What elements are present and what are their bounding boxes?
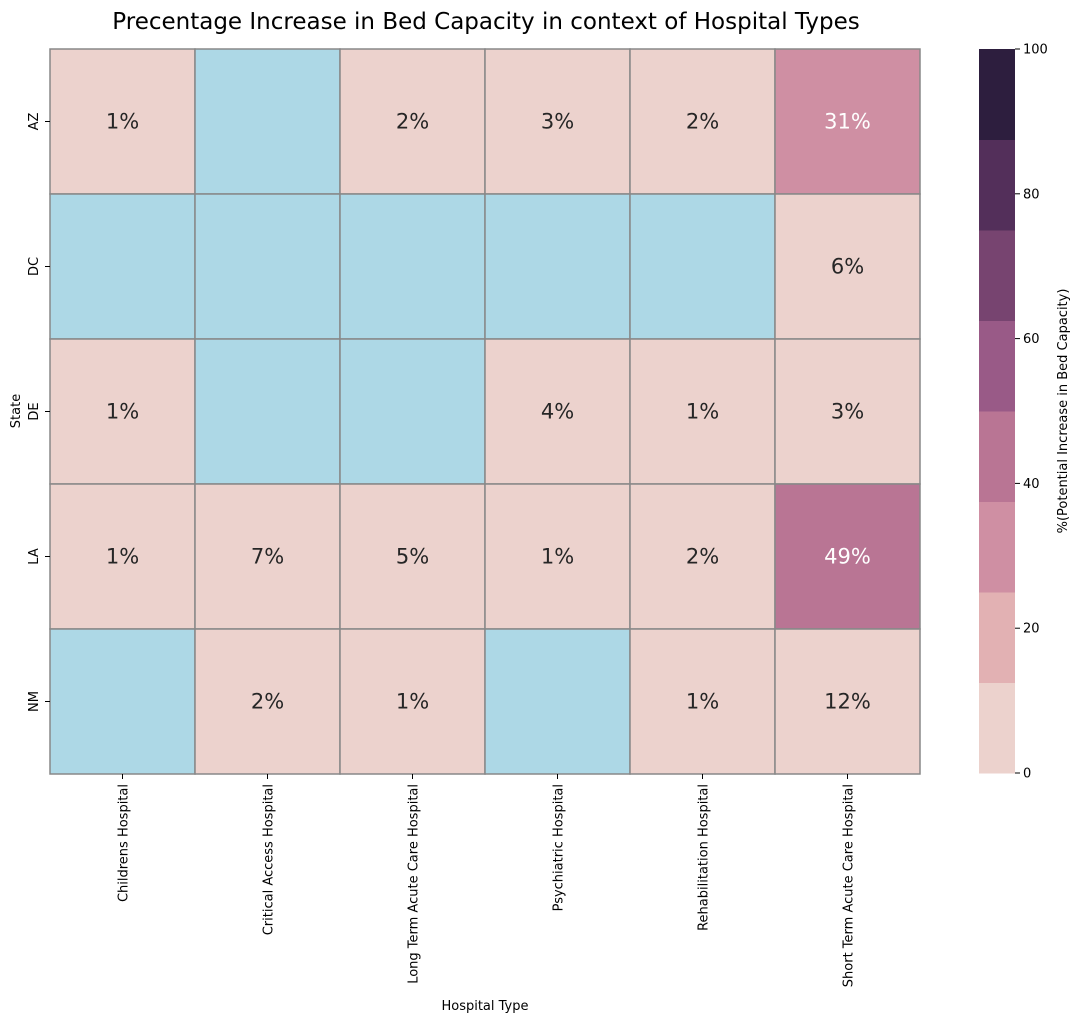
colorbar-segment xyxy=(979,411,1015,502)
cell-value-label: 2% xyxy=(396,110,429,134)
colorbar-segment xyxy=(979,320,1015,412)
colorbar: 0 20 40 60 80 100 xyxy=(979,43,1048,782)
heatmap-cell xyxy=(339,483,486,630)
cell-value-label: 3% xyxy=(831,400,864,424)
x-tick-labels: Childrens Hospital Critical Access Hospit… xyxy=(117,774,857,987)
cell-value-label: 4% xyxy=(541,400,574,424)
heatmap-cell xyxy=(629,193,776,340)
cell-value-label: 6% xyxy=(831,255,864,279)
x-tick-label: Long Term Acute Care Hospital xyxy=(407,784,422,984)
cell-value-label: 12% xyxy=(824,690,871,714)
heatmap-cell xyxy=(484,48,631,195)
heatmap-cell xyxy=(774,338,921,485)
cell-value-label: 1% xyxy=(106,110,139,134)
heatmap-cell xyxy=(629,628,776,775)
cell-value-label: 49% xyxy=(824,545,871,569)
heatmap-cell xyxy=(49,193,196,340)
colorbar-segment xyxy=(979,592,1015,683)
x-tick-label: Childrens Hospital xyxy=(117,784,132,902)
colorbar-tick-label: 0 xyxy=(1023,767,1031,782)
cell-value-label: 3% xyxy=(541,110,574,134)
heatmap-cell xyxy=(194,628,341,775)
y-axis-label: State xyxy=(9,394,24,428)
chart-title: Precentage Increase in Bed Capacity in c… xyxy=(112,9,859,35)
colorbar-segment xyxy=(979,230,1015,321)
colorbar-label: %(Potential Increase in Bed Capacity) xyxy=(1056,289,1071,534)
heatmap-cell xyxy=(484,338,631,485)
colorbar-tick-label: 40 xyxy=(1023,477,1040,492)
heatmap-cell xyxy=(339,193,486,340)
cell-value-label: 2% xyxy=(686,110,719,134)
heatmap-cell xyxy=(339,628,486,775)
x-tick-label: Critical Access Hospital xyxy=(262,784,277,935)
heatmap-cell xyxy=(774,483,921,630)
colorbar-segment xyxy=(979,501,1015,593)
heatmap-cell xyxy=(194,338,341,485)
cell-value-label: 1% xyxy=(686,400,719,424)
heatmap-cells: 1% 2% 3% 2% 31% 6% 1% 4% 1% 3% 1% 7% 5% 1% 2% 49% 2% 1% 1%… xyxy=(49,48,921,775)
heatmap-cell xyxy=(629,483,776,630)
x-tick-label: Rehabilitation Hospital xyxy=(697,784,712,931)
colorbar-tick-label: 20 xyxy=(1023,622,1040,637)
y-tick-labels: AZ DC DE LA NM xyxy=(27,113,50,712)
heatmap-cell xyxy=(194,48,341,195)
heatmap-cell xyxy=(484,193,631,340)
cell-value-label: 7% xyxy=(251,545,284,569)
heatmap-cell xyxy=(484,483,631,630)
y-tick-label: LA xyxy=(27,548,42,565)
cell-value-label: 5% xyxy=(396,545,429,569)
colorbar-tick-label: 80 xyxy=(1023,187,1040,202)
heatmap-cell xyxy=(774,193,921,340)
x-tick-label: Short Term Acute Care Hospital xyxy=(842,784,857,987)
cell-value-label: 1% xyxy=(106,400,139,424)
x-axis-label: Hospital Type xyxy=(441,999,528,1014)
cell-value-label: 1% xyxy=(396,690,429,714)
colorbar-tick-label: 100 xyxy=(1023,43,1048,58)
y-tick-label: DC xyxy=(27,257,42,276)
y-tick-label: AZ xyxy=(27,113,42,131)
heatmap-cell xyxy=(194,483,341,630)
heatmap-cell xyxy=(774,48,921,195)
x-tick-label: Psychiatric Hospital xyxy=(552,784,567,911)
heatmap-cell xyxy=(49,48,196,195)
cell-value-label: 1% xyxy=(541,545,574,569)
cell-value-label: 31% xyxy=(824,110,871,134)
heatmap-cell xyxy=(484,628,631,775)
cell-value-label: 2% xyxy=(251,690,284,714)
colorbar-segment xyxy=(979,139,1015,231)
cell-value-label: 1% xyxy=(106,545,139,569)
cell-value-label: 2% xyxy=(686,545,719,569)
y-tick-label: NM xyxy=(27,691,42,712)
heatmap-cell xyxy=(194,193,341,340)
colorbar-segment xyxy=(979,682,1015,774)
heatmap-cell xyxy=(49,628,196,775)
colorbar-segment xyxy=(979,49,1015,140)
heatmap-cell xyxy=(339,338,486,485)
colorbar-tick-label: 60 xyxy=(1023,332,1040,347)
heatmap-cell xyxy=(774,628,921,775)
heatmap-cell xyxy=(339,48,486,195)
heatmap-cell xyxy=(629,48,776,195)
cell-value-label: 1% xyxy=(686,690,719,714)
y-tick-label: DE xyxy=(27,402,42,420)
